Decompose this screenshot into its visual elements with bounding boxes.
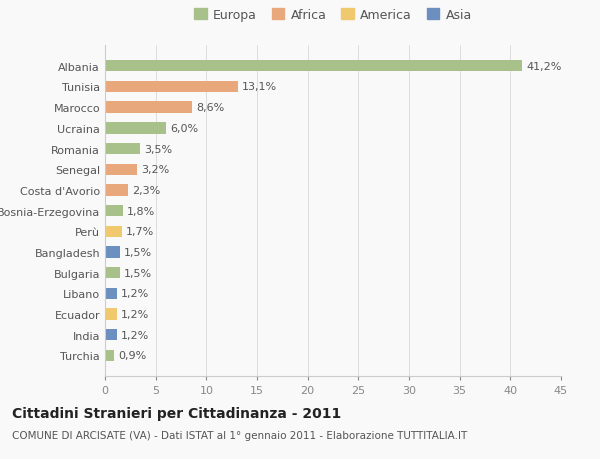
Text: COMUNE DI ARCISATE (VA) - Dati ISTAT al 1° gennaio 2011 - Elaborazione TUTTITALI: COMUNE DI ARCISATE (VA) - Dati ISTAT al … bbox=[12, 430, 467, 440]
Text: 8,6%: 8,6% bbox=[196, 103, 224, 113]
Bar bbox=[105, 185, 128, 196]
Bar bbox=[105, 268, 120, 279]
Text: 1,2%: 1,2% bbox=[121, 330, 149, 340]
Text: 0,9%: 0,9% bbox=[118, 351, 146, 361]
Bar bbox=[105, 226, 122, 237]
Text: 3,5%: 3,5% bbox=[145, 144, 173, 154]
Text: 6,0%: 6,0% bbox=[170, 123, 198, 134]
Legend: Europa, Africa, America, Asia: Europa, Africa, America, Asia bbox=[189, 4, 477, 27]
Text: 41,2%: 41,2% bbox=[527, 62, 562, 72]
Bar bbox=[105, 247, 120, 258]
Bar bbox=[105, 288, 117, 299]
Text: 1,2%: 1,2% bbox=[121, 309, 149, 319]
Text: 1,8%: 1,8% bbox=[127, 206, 155, 216]
Bar bbox=[105, 123, 166, 134]
Bar bbox=[105, 144, 140, 155]
Bar bbox=[105, 309, 117, 320]
Text: 1,2%: 1,2% bbox=[121, 289, 149, 299]
Text: 1,5%: 1,5% bbox=[124, 247, 152, 257]
Bar bbox=[105, 330, 117, 341]
Bar bbox=[105, 164, 137, 175]
Bar bbox=[105, 61, 523, 72]
Text: 13,1%: 13,1% bbox=[242, 82, 277, 92]
Text: 2,3%: 2,3% bbox=[133, 185, 161, 196]
Bar bbox=[105, 102, 192, 113]
Text: 3,2%: 3,2% bbox=[142, 165, 170, 175]
Text: Cittadini Stranieri per Cittadinanza - 2011: Cittadini Stranieri per Cittadinanza - 2… bbox=[12, 406, 341, 420]
Bar bbox=[105, 82, 238, 93]
Text: 1,7%: 1,7% bbox=[126, 227, 155, 237]
Bar bbox=[105, 206, 123, 217]
Bar bbox=[105, 350, 114, 361]
Text: 1,5%: 1,5% bbox=[124, 268, 152, 278]
